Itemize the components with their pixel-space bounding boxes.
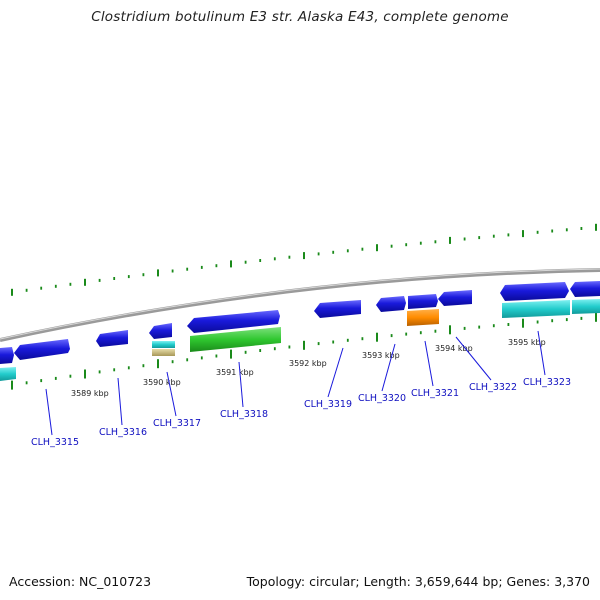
misc-feature[interactable] (152, 349, 175, 356)
rrna-feature[interactable] (572, 299, 600, 314)
topology-text: Topology: circular; Length: 3,659,644 bp… (246, 574, 590, 589)
rrna-feature[interactable] (190, 327, 281, 352)
cds-feature[interactable] (314, 300, 361, 318)
leader-line (117, 377, 123, 426)
cds-feature[interactable] (500, 282, 569, 301)
scale-label: 3589 kbp (71, 389, 109, 398)
cds-feature[interactable] (438, 290, 472, 306)
cds-feature[interactable] (408, 294, 438, 309)
cds-feature[interactable] (0, 347, 14, 364)
gene-labels: CLH_3315 CLH_3316 CLH_3317 CLH_3318 CLH_… (31, 377, 571, 448)
gene-label-clh-3315[interactable]: CLH_3315 (31, 437, 79, 448)
scale-label: 3595 kbp (508, 338, 546, 347)
gene-label-clh-3316[interactable]: CLH_3316 (99, 427, 147, 438)
leader-line (238, 361, 244, 408)
misc-feature[interactable] (152, 341, 175, 348)
rrna-feature[interactable] (0, 367, 16, 381)
gene-label-clh-3318[interactable]: CLH_3318 (220, 409, 268, 420)
cds-feature[interactable] (570, 281, 600, 297)
second-track-features (0, 299, 600, 381)
scale-label: 3592 kbp (289, 359, 327, 368)
leader-line (45, 388, 53, 436)
scale-label: 3593 kbp (362, 351, 400, 360)
inner-tick-ring (11, 312, 597, 390)
gene-label-clh-3322[interactable]: CLH_3322 (469, 382, 517, 393)
gene-label-clh-3319[interactable]: CLH_3319 (304, 399, 352, 410)
outer-tick-ring (11, 223, 597, 296)
map-title: Clostridium botulinum E3 str. Alaska E43… (91, 9, 509, 25)
gene-label-leaders (45, 330, 546, 436)
accession-text: Accession: NC_010723 (9, 574, 152, 589)
genome-backbone (0, 268, 600, 342)
cds-feature[interactable] (376, 296, 406, 312)
scale-label: 3591 kbp (216, 368, 254, 377)
forward-strand-features (0, 281, 600, 364)
leader-line (424, 340, 434, 387)
scale-label: 3590 kbp (143, 378, 181, 387)
leader-line (166, 371, 177, 417)
gene-label-clh-3321[interactable]: CLH_3321 (411, 388, 459, 399)
gene-label-clh-3320[interactable]: CLH_3320 (358, 393, 406, 404)
cds-feature[interactable] (96, 330, 128, 347)
scale-label: 3594 kbp (435, 344, 473, 353)
leader-line (455, 336, 492, 381)
rrna-feature[interactable] (502, 300, 570, 318)
scale-labels: 3589 kbp 3590 kbp 3591 kbp 3592 kbp 3593… (71, 338, 546, 398)
cds-feature[interactable] (14, 339, 70, 360)
gene-label-clh-3323[interactable]: CLH_3323 (523, 377, 571, 388)
genome-backbone-highlight (0, 268, 600, 340)
cds-feature[interactable] (187, 310, 280, 333)
leader-line (537, 330, 546, 376)
leader-line (327, 347, 344, 398)
cds-feature[interactable] (149, 323, 172, 339)
trna-feature[interactable] (407, 309, 439, 326)
gene-label-clh-3317[interactable]: CLH_3317 (153, 418, 201, 429)
leader-line (381, 343, 396, 392)
